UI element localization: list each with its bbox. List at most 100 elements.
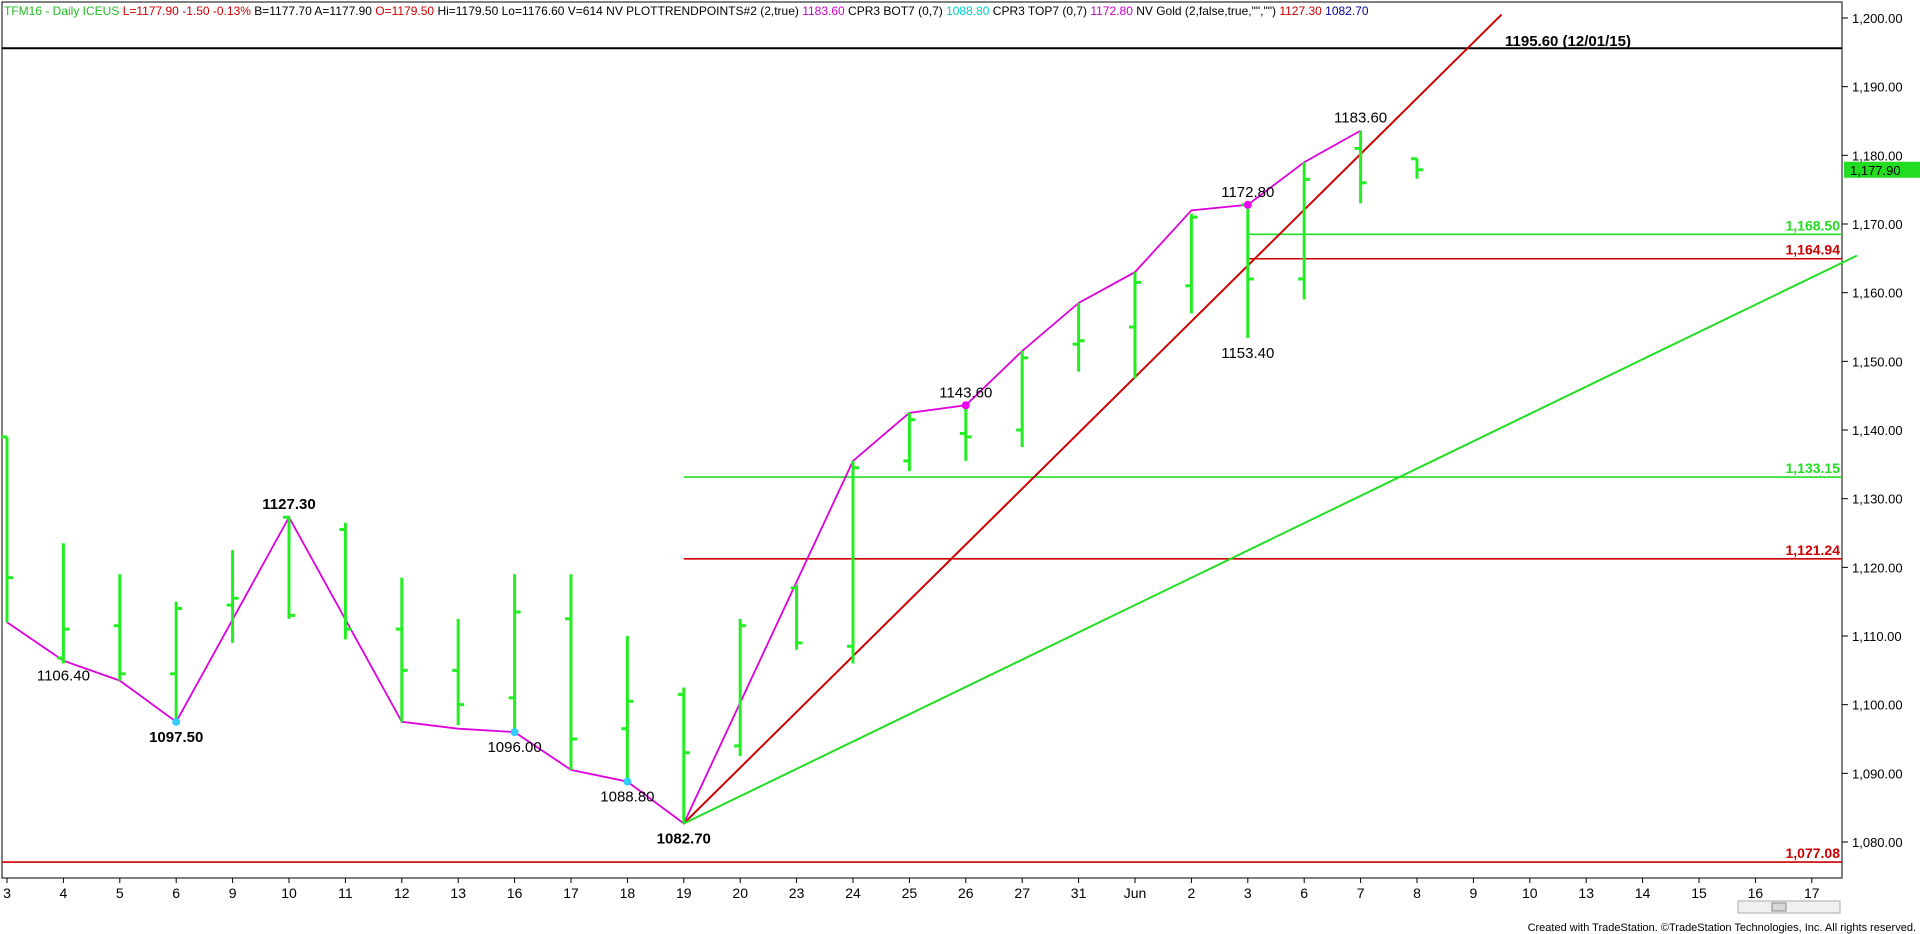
x-tick-label: Jun [1124,885,1147,901]
ohlc-bar [959,405,972,461]
ohlc-bar [170,601,183,722]
swing-label: 1096.00 [487,739,541,756]
ohlc-bar [1185,213,1198,314]
header-segment: PLOTTRENDPOINTS#2 (2,true) [626,4,802,18]
swing-label: 1172.80 [1221,184,1274,201]
x-tick-label: 20 [732,885,748,901]
pivot-dot [172,717,181,726]
ohlc-bar [677,687,690,824]
swing-label: 1153.40 [1221,345,1274,362]
y-tick-label: 1,200.00 [1852,11,1903,26]
x-tick-label: 3 [3,885,11,901]
ohlc-bar [1411,157,1423,179]
header-segment: O=1179.50 [375,4,437,18]
y-tick-label: 1,140.00 [1852,423,1903,438]
x-tick-label: 23 [789,885,805,901]
y-tick-label: 1,160.00 [1852,286,1903,301]
y-tick-label: 1,110.00 [1852,629,1902,644]
level-label: 1,121.24 [1786,542,1841,558]
ohlc-bar [1298,162,1311,300]
x-tick-label: 6 [172,885,180,901]
x-tick-label: 17 [1804,885,1820,901]
footer-copyright: Created with TradeStation. ©TradeStation… [1528,922,1916,934]
header-segment: TFM16 - Daily ICEUS [4,4,123,18]
x-tick-label: 17 [563,885,579,901]
x-tick-label: 3 [1244,885,1252,901]
header-segment: Lo=1176.60 [502,4,568,18]
header-segment: CPR3 BOT7 (0,7) [848,4,946,18]
header-segment: CPR3 TOP7 (0,7) [993,4,1091,18]
x-tick-label: 18 [620,885,636,901]
ohlc-bar [1354,130,1367,204]
last-price-label: 1,177.90 [1850,163,1901,178]
ohlc-bar [395,577,408,722]
ohlc-bar [903,412,916,472]
y-tick-label: 1,170.00 [1852,217,1903,232]
ohlc-bar [734,618,747,757]
ohlc-bar [113,574,126,681]
ohlc-bar [565,574,577,770]
x-tick-label: 2 [1188,885,1196,901]
level-label: 1,077.08 [1786,845,1841,861]
x-tick-label: 7 [1357,885,1365,901]
ohlc-bar [339,522,352,640]
y-tick-label: 1,090.00 [1852,766,1903,781]
pivot-dot [510,728,519,737]
header-segment: 1183.60 [802,4,848,18]
ohlc-bar [1129,272,1141,379]
horizontal-scrollbar[interactable] [1737,900,1841,914]
y-tick-label: 1,180.00 [1852,148,1903,163]
ohlc-bar [847,460,859,664]
ohlc-bar [790,584,803,650]
y-tick-label: 1,080.00 [1852,835,1903,850]
scrollbar-thumb[interactable] [1771,902,1787,912]
x-tick-label: 6 [1300,885,1308,901]
plot-area [1,1,1843,879]
zigzag-line [6,129,1362,825]
trendline [683,254,1858,825]
header-segment: L=1177.90 [123,4,183,18]
x-tick-label: 26 [958,885,974,901]
swing-label: 1143.60 [939,384,992,401]
swing-label: 1127.30 [262,496,315,513]
x-tick-label: 16 [507,885,523,901]
x-tick-label: 31 [1071,885,1087,901]
ohlc-bar [226,550,239,643]
level-label: 1,164.94 [1786,242,1841,258]
swing-label: 1082.70 [657,830,711,847]
header-segment: NV Gold (2,false,true,"","") [1136,4,1279,18]
resistance-label: 1195.60 (12/01/15) [1505,33,1631,50]
pivot-dot [623,777,632,786]
x-tick-label: 8 [1413,885,1421,901]
ohlc-bar [1016,351,1029,448]
x-tick-label: 9 [229,885,237,901]
x-tick-label: 5 [116,885,124,901]
x-tick-label: 27 [1014,885,1030,901]
header-segment: -1.50 [182,4,213,18]
pivot-dot [1243,200,1252,209]
header-segment: 1127.30 [1279,4,1325,18]
y-tick-label: 1,190.00 [1852,80,1903,95]
x-tick-label: 24 [845,885,861,901]
x-tick-label: 10 [281,885,297,901]
ohlc-bar [452,618,465,726]
y-tick-label: 1,150.00 [1852,354,1903,369]
x-tick-label: 14 [1635,885,1651,901]
x-tick-label: 13 [450,885,466,901]
y-tick-label: 1,100.00 [1852,698,1903,713]
x-tick-label: 15 [1691,885,1707,901]
header-segment: -0.13% [213,4,254,18]
level-label: 1,168.50 [1786,217,1841,233]
x-tick-label: 16 [1748,885,1764,901]
header-segment: 1082.70 [1325,4,1369,18]
ohlc-bar [1,435,13,623]
x-tick-label: 13 [1578,885,1594,901]
y-tick-label: 1,120.00 [1852,560,1903,575]
ohlc-bar [283,515,295,619]
ohlc-bar [57,543,70,664]
x-tick-label: 11 [338,885,353,901]
level-label: 1,133.15 [1786,460,1841,476]
x-tick-label: 10 [1522,885,1538,901]
x-tick-label: 19 [676,885,692,901]
